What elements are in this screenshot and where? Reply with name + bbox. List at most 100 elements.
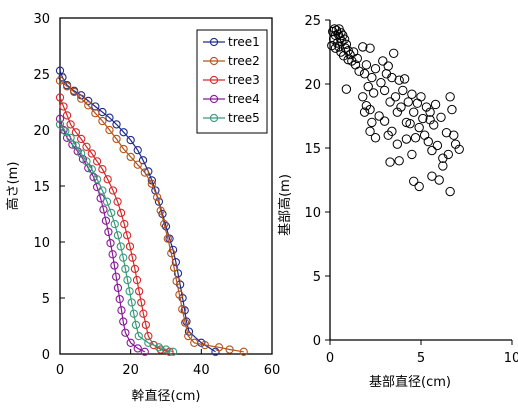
right-y-tick-label: 10 [304,206,321,221]
scatter-point [367,72,377,83]
scatter-point [341,84,352,94]
scatter-point [398,85,408,96]
data-point [106,238,115,248]
data-point [110,219,119,229]
data-point [119,317,128,326]
data-point [119,128,128,137]
data-point [105,113,114,122]
scatter-point [434,175,444,185]
data-point [127,298,136,307]
scatter-point [392,139,403,149]
left-y-tick-label: 25 [33,68,50,83]
scatter-point [401,134,412,144]
data-point [112,134,121,144]
legend-label: tree3 [228,73,260,87]
scatter-point [367,117,377,128]
data-point [129,309,138,318]
scatter-point [365,126,375,137]
data-point [116,208,126,218]
right-y-tick-label: 5 [313,270,321,285]
scatter-point [407,89,417,99]
left-x-tick-label: 60 [264,363,281,378]
data-point [98,116,107,126]
scatter-point [368,88,379,98]
data-point [180,318,190,327]
data-point [184,327,194,336]
legend-label: tree4 [228,92,260,106]
data-point [160,219,169,229]
data-point [130,264,140,274]
data-point [153,193,162,202]
data-point [184,331,193,341]
scatter-point [378,56,388,66]
scatter-point [359,69,370,79]
scatter-point [416,92,426,102]
data-point [131,320,141,330]
scatter-point [430,99,441,110]
data-point [55,120,65,129]
scatter-point [359,107,370,117]
left-x-tick-label: 0 [56,363,64,378]
left-x-axis-label: 幹直径(cm) [132,388,201,404]
right-x-tick-label: 10 [504,351,518,366]
data-point [69,87,79,97]
scatter-point [385,97,395,107]
right-y-tick-label: 25 [304,14,321,29]
data-point [133,160,142,169]
data-point [133,344,142,353]
right-scatter-points [327,24,464,197]
legend-box [196,29,268,134]
data-point [87,149,96,158]
data-point [71,128,81,137]
data-point [134,287,144,296]
scatter-point [425,107,435,117]
data-point [62,111,72,120]
data-point [82,157,91,166]
scatter-point [414,181,424,192]
data-point [156,206,165,215]
data-point [98,186,107,195]
right-axis-ticks: 0 5 10 15 20 25 0 5 10 [304,14,518,366]
data-point [110,261,119,270]
data-point [98,165,107,174]
right-chart: 0 5 10 15 20 25 0 5 10 基部直径(cm) 基部高(m) [277,14,518,390]
left-x-tick-label: 40 [193,363,210,378]
data-point [167,249,176,258]
data-point [108,186,118,195]
data-point [112,120,121,129]
data-point [126,135,135,145]
data-point [101,216,111,225]
scatter-point [385,157,395,167]
data-point [119,144,128,154]
scatter-point [396,102,406,112]
legend-label: tree2 [228,54,260,68]
data-point [137,298,146,307]
data-point [122,231,132,240]
series-tree2 [55,76,248,356]
scatter-point [379,85,390,96]
data-point [125,287,134,296]
scatter-point [436,112,446,122]
scatter-point [352,53,362,64]
scatter-point [447,104,457,115]
data-point [116,242,125,251]
series-tree5 [55,120,178,356]
data-point [138,156,148,165]
scatter-point [432,140,443,151]
data-point [103,175,112,184]
data-point [173,269,183,278]
scatter-point [394,156,404,166]
data-point [144,167,153,176]
scatter-point [454,144,464,154]
scatter-point [427,171,437,181]
data-point [92,157,102,166]
data-point [55,114,65,123]
scatter-point [383,61,393,71]
data-point [123,275,132,285]
left-x-tick-label: 20 [122,363,139,378]
left-y-tick-label: 15 [33,180,50,195]
scatter-point [418,113,428,124]
data-point [115,294,124,304]
